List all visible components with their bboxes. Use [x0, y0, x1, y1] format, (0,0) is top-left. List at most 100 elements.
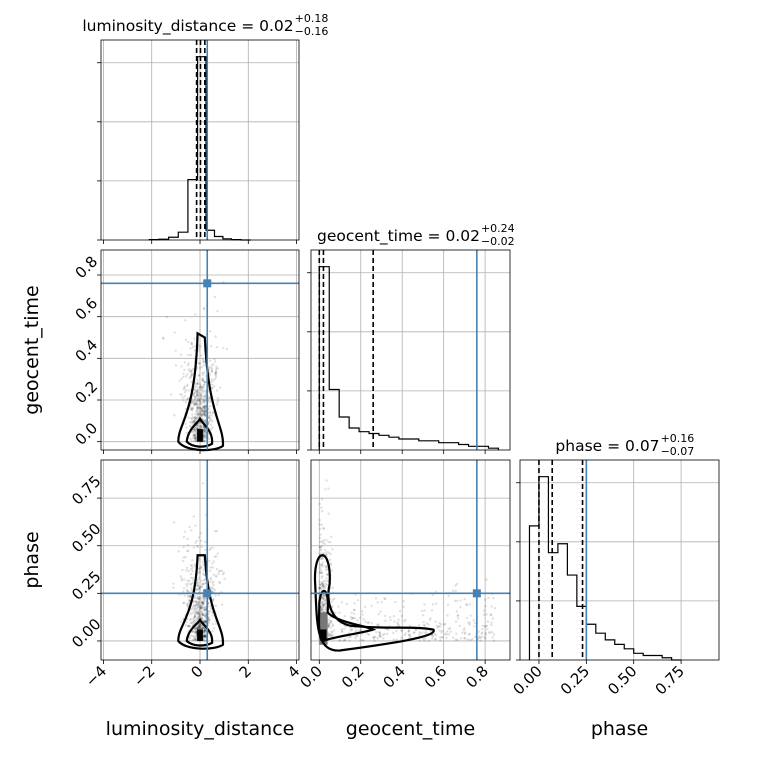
scatter-point [438, 625, 442, 628]
scatter-point [321, 575, 324, 578]
scatter-point [473, 621, 477, 625]
scatter-point [378, 631, 381, 634]
scatter-point [190, 373, 194, 377]
scatter-point [421, 631, 424, 634]
scatter-point [322, 598, 325, 601]
scatter-point [193, 620, 196, 623]
scatter-point [196, 596, 200, 599]
scatter-point [193, 616, 197, 619]
scatter-point [162, 336, 165, 339]
scatter-point [472, 618, 475, 622]
scatter-point [459, 637, 463, 640]
scatter-point [329, 540, 332, 544]
scatter-point [319, 545, 322, 549]
scatter-point [440, 636, 444, 639]
scatter-point [214, 373, 217, 376]
panel-frame [519, 459, 720, 661]
scatter-point [186, 604, 190, 608]
scatter-point [465, 603, 468, 607]
scatter-point [211, 383, 214, 387]
scatter-point [196, 616, 199, 619]
scatter-point [188, 600, 191, 603]
scatter-point [221, 572, 225, 576]
scatter-point [203, 628, 206, 632]
scatter-point [192, 404, 196, 407]
scatter-point [203, 607, 206, 611]
scatter-point [194, 630, 198, 634]
scatter-point [191, 422, 194, 425]
scatter-point [191, 401, 194, 405]
scatter-point [456, 638, 459, 642]
scatter-point [196, 581, 200, 584]
scatter-point [319, 571, 323, 575]
scatter-point [194, 402, 197, 405]
scatter-point [204, 629, 207, 633]
scatter-point [204, 408, 207, 412]
scatter-point [186, 340, 190, 344]
scatter-point [187, 549, 190, 553]
scatter-point [453, 599, 457, 603]
scatter-point [323, 604, 326, 607]
scatter-point [193, 416, 197, 420]
scatter-point [204, 413, 207, 417]
scatter-point [202, 411, 205, 414]
scatter-point [207, 416, 211, 419]
scatter-point [320, 576, 323, 579]
scatter-point [350, 628, 354, 632]
scatter-point [200, 413, 203, 416]
x-axis-label: phase [591, 718, 648, 740]
scatter-point [320, 563, 324, 566]
scatter-point [195, 610, 199, 614]
scatter-point [319, 527, 322, 531]
scatter-point [194, 611, 198, 615]
scatter-point [187, 624, 190, 628]
scatter-point [197, 625, 200, 629]
scatter-point [203, 634, 206, 638]
histogram-luminosity_distance [148, 56, 251, 241]
scatter-point [195, 385, 198, 388]
scatter-point [210, 590, 214, 593]
scatter-point [204, 606, 207, 609]
scatter-point [198, 425, 201, 428]
scatter-point [376, 601, 379, 604]
scatter-point [214, 594, 217, 597]
scatter-point [202, 630, 206, 633]
scatter-point [454, 589, 457, 593]
scatter-point [193, 403, 197, 406]
scatter-point [492, 597, 495, 600]
scatter-point [441, 635, 444, 639]
scatter-point [363, 605, 367, 609]
scatter-point [318, 586, 322, 589]
scatter-point [216, 309, 219, 313]
scatter-point [218, 580, 221, 584]
scatter-point [212, 597, 215, 601]
scatter-point [215, 555, 218, 558]
scatter-point [199, 623, 202, 626]
scatter-point [201, 626, 204, 630]
scatter-point [196, 606, 199, 610]
scatter-point [372, 635, 376, 639]
scatter-point [397, 618, 400, 621]
scatter-point [200, 386, 203, 389]
y-tick-label: 0.50 [68, 520, 104, 556]
scatter-point [466, 638, 470, 641]
scatter-point [201, 601, 205, 604]
scatter-point [195, 613, 199, 616]
truth-marker [203, 279, 212, 288]
scatter-point [434, 602, 438, 605]
scatter-point [201, 482, 205, 485]
scatter-point [183, 594, 186, 597]
scatter-point [200, 616, 204, 620]
scatter-point [214, 622, 218, 626]
scatter-point [202, 635, 206, 639]
scatter-point [193, 613, 196, 616]
scatter-point [321, 596, 325, 599]
scatter-point [182, 399, 185, 402]
scatter-point [179, 353, 183, 356]
scatter-point [414, 628, 418, 632]
scatter-point [196, 397, 200, 400]
scatter-point [213, 555, 217, 558]
scatter-point [469, 638, 472, 642]
scatter-point [197, 416, 200, 419]
scatter-point [203, 636, 206, 639]
